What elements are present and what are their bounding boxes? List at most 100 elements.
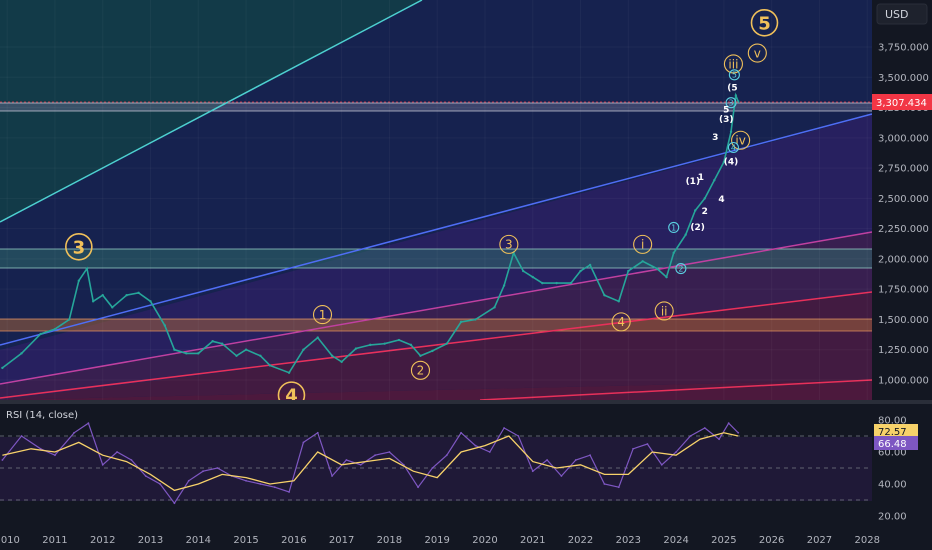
price-point bbox=[493, 306, 496, 309]
price-point bbox=[713, 179, 716, 182]
rsi-ma-badge bbox=[874, 424, 918, 438]
rsi-point bbox=[531, 470, 534, 473]
rsi-point bbox=[646, 443, 649, 445]
price-axis: 1,000.000 1,250.000 1,500.000 1,750.000 2,00… bbox=[878, 43, 929, 523]
x-tick-label: 2025 bbox=[711, 535, 736, 546]
rsi-title[interactable]: RSI (14, close) bbox=[6, 410, 78, 421]
time-axis-panel bbox=[0, 528, 932, 550]
x-tick-label: 2010 bbox=[0, 535, 20, 546]
price-point bbox=[603, 294, 606, 297]
x-tick-label: 2024 bbox=[663, 535, 688, 546]
rsi-point bbox=[474, 444, 477, 447]
wave-label: 3 bbox=[728, 99, 733, 108]
price-point bbox=[531, 275, 534, 279]
wave-label: 3 bbox=[505, 238, 513, 252]
price-point bbox=[729, 130, 733, 133]
currency-label[interactable]: USD bbox=[885, 8, 909, 21]
price-point bbox=[641, 260, 644, 263]
rsi-point bbox=[374, 454, 376, 457]
rsi-point bbox=[359, 463, 362, 466]
rsi-ma-line bbox=[2, 432, 739, 492]
wave-circle bbox=[725, 97, 737, 109]
rsi-tick-label: 80.00 bbox=[878, 416, 907, 427]
price-point bbox=[397, 338, 401, 342]
rsi-point bbox=[302, 441, 305, 444]
price-point bbox=[20, 352, 23, 355]
x-tick-label: 2016 bbox=[281, 535, 306, 546]
x-tick-label: 2022 bbox=[568, 535, 593, 546]
price-point bbox=[173, 348, 176, 351]
rsi-point bbox=[703, 427, 706, 429]
currency-button-bg[interactable] bbox=[876, 3, 928, 25]
rsi-point bbox=[54, 454, 56, 457]
price-point bbox=[459, 320, 463, 324]
price-badge-value: 3,307.434 bbox=[876, 98, 927, 109]
price-point bbox=[268, 364, 272, 367]
rsi-point bbox=[431, 467, 434, 469]
wave-label: 3 bbox=[73, 237, 86, 258]
wave-label: 1 bbox=[671, 223, 676, 232]
rsi-point bbox=[737, 431, 740, 434]
pane-separator[interactable] bbox=[0, 400, 932, 404]
time-axis: 2010 2011 2012 2013 2014 2015 2016 2017 2018 2019… bbox=[0, 535, 880, 546]
rsi-point bbox=[417, 486, 419, 489]
x-tick-label: 2021 bbox=[520, 535, 545, 546]
rsi-badge bbox=[874, 436, 918, 450]
y-tick-label: 3,750.000 bbox=[878, 43, 929, 54]
price-point bbox=[149, 300, 152, 303]
price-point bbox=[53, 327, 57, 331]
price-point bbox=[703, 197, 706, 200]
wave-circle bbox=[410, 360, 431, 380]
rsi-band bbox=[0, 437, 872, 501]
wave-circle bbox=[312, 305, 333, 325]
rsi-point bbox=[488, 451, 491, 453]
rsi-point bbox=[87, 422, 90, 425]
price-point bbox=[627, 269, 630, 273]
x-tick-label: 2026 bbox=[759, 535, 784, 546]
price-point bbox=[340, 360, 343, 364]
rsi-point bbox=[130, 459, 133, 461]
x-tick-label: 2011 bbox=[42, 535, 67, 546]
rsi-point bbox=[727, 422, 730, 425]
wave-label: 4 bbox=[718, 195, 724, 205]
price-point bbox=[722, 160, 726, 164]
price-point bbox=[287, 371, 291, 374]
wave-label: (1) bbox=[686, 177, 701, 187]
price-point bbox=[1, 366, 4, 370]
rsi-point bbox=[574, 459, 577, 461]
x-tick-label: 2013 bbox=[138, 535, 163, 546]
price-point bbox=[431, 349, 434, 353]
rsi-point bbox=[617, 486, 620, 489]
rsi-point bbox=[245, 479, 247, 482]
rsi-point bbox=[660, 463, 663, 466]
rsi-point bbox=[345, 459, 348, 461]
wave-label: 5 bbox=[723, 105, 729, 115]
wave-label: 2 bbox=[417, 364, 425, 378]
wave-circle bbox=[723, 54, 743, 74]
rsi-point bbox=[20, 435, 23, 437]
price-point bbox=[369, 343, 372, 347]
price-point bbox=[655, 267, 659, 270]
price-point bbox=[522, 269, 525, 273]
rsi-point bbox=[116, 451, 118, 453]
price-point bbox=[672, 251, 675, 255]
wave-label: 5 bbox=[758, 13, 771, 34]
price-point bbox=[665, 275, 668, 279]
price-point bbox=[163, 324, 167, 327]
y-tick-label: 2,000.000 bbox=[878, 254, 929, 265]
wave-label: (2) bbox=[690, 223, 705, 233]
wave-label: iii bbox=[728, 57, 738, 71]
wave-label: 1 bbox=[698, 173, 704, 183]
rsi-point bbox=[331, 475, 333, 477]
x-tick-label: 2014 bbox=[186, 535, 211, 546]
rsi-series bbox=[1, 422, 740, 505]
rsi-point bbox=[632, 447, 634, 450]
price-point bbox=[445, 342, 448, 345]
x-tick-label: 2027 bbox=[807, 535, 832, 546]
price-point bbox=[235, 354, 238, 357]
x-tick-label: 2019 bbox=[424, 535, 449, 546]
rsi-point bbox=[144, 475, 147, 477]
price-point bbox=[316, 336, 319, 339]
price-point bbox=[111, 306, 114, 309]
